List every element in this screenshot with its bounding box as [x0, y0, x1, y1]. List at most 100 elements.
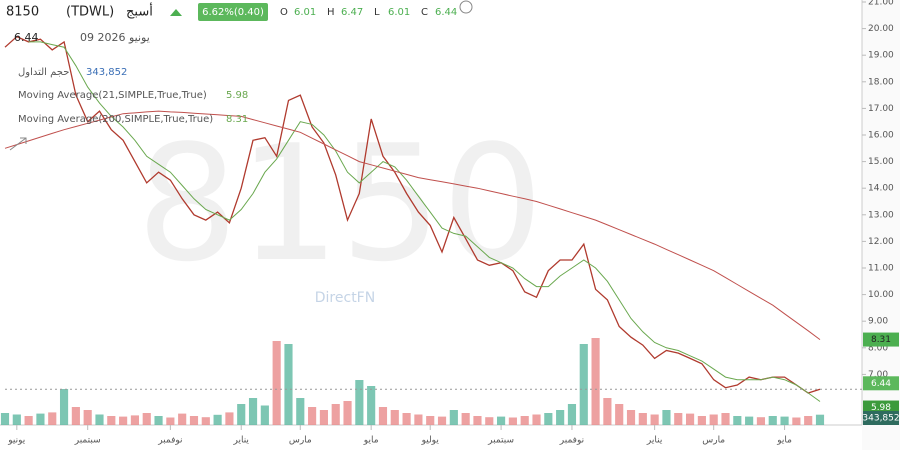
plot — [0, 35, 825, 425]
legend-label: Moving Average(200,SIMPLE,True,True) — [18, 114, 213, 125]
y-tick-label: 19.00 — [868, 51, 894, 61]
volume-bar — [792, 417, 801, 425]
volume-bar — [107, 416, 116, 425]
volume-bar — [237, 404, 246, 425]
ma200-value-box — [863, 332, 899, 347]
settings-icon[interactable] — [459, 0, 473, 14]
price-line — [4, 35, 821, 394]
volume-bar — [437, 416, 447, 425]
volume-bar — [36, 413, 45, 425]
volume-bar — [662, 410, 671, 425]
y-tick-label: 11.00 — [868, 264, 894, 274]
volume-bar — [461, 413, 470, 425]
volume-value-box — [863, 411, 899, 425]
volume-bar — [71, 407, 80, 425]
volume-bar — [48, 412, 57, 425]
y-tick-label: 12.00 — [868, 237, 894, 247]
date: 09 يونيو 2026 — [80, 31, 150, 44]
volume-value: 343,852 — [862, 414, 899, 424]
volume-bar — [485, 417, 494, 425]
y-tick-label: 10.00 — [868, 290, 894, 300]
volume-bar — [603, 398, 612, 425]
volume-bar — [95, 414, 104, 425]
volume-bar — [650, 414, 659, 425]
volume-bar — [567, 404, 577, 425]
price-value: 6.44 — [871, 379, 891, 389]
ohlc-value: 6.47 — [341, 7, 363, 18]
y-tick-label: 21.00 — [868, 0, 894, 8]
volume-bar — [154, 416, 163, 425]
ohlc-key: L — [374, 7, 380, 18]
x-tick-label: مايو — [776, 436, 792, 446]
volume-bar — [473, 416, 482, 425]
y-tick-label: 13.00 — [868, 210, 894, 220]
volume-bar — [508, 417, 517, 425]
volume-bar — [532, 414, 541, 425]
volume-last: 343,852 — [86, 67, 127, 78]
ma200-value: 8.31 — [871, 335, 891, 345]
moving-average — [4, 110, 821, 341]
y-tick-label: 8.00 — [868, 343, 888, 353]
volume-bar — [260, 405, 269, 425]
volume-bar — [308, 407, 317, 425]
y-tick-label: 7.00 — [868, 370, 888, 380]
volume-bar — [756, 417, 766, 425]
change-badge — [198, 3, 268, 21]
volume-bar — [697, 416, 706, 425]
y-tick-label: 17.00 — [868, 104, 894, 114]
volume-bar — [390, 410, 399, 425]
price-value-box — [863, 376, 899, 391]
volume-bar — [378, 407, 388, 425]
volume-bar — [414, 414, 423, 425]
volume-bar — [615, 404, 624, 425]
volume-bar — [804, 416, 813, 425]
last-price: 6.44 — [14, 31, 39, 44]
x-tick-label: نوفمبر — [559, 436, 584, 446]
y-tick-label: 18.00 — [868, 77, 894, 87]
volume-bar — [579, 344, 588, 425]
ma21-value: 5.98 — [871, 403, 891, 413]
volume-bar — [12, 414, 21, 425]
ohlc-key: C — [421, 7, 428, 18]
x-tick-label: مارس — [289, 436, 312, 446]
ohlc-key: H — [327, 7, 335, 18]
volume-bar — [780, 416, 789, 425]
x-tick-label: يناير — [646, 436, 663, 446]
volume-bar — [768, 416, 777, 425]
x-tick-label: سبتمبر — [74, 436, 101, 446]
ohlc-value: 6.01 — [294, 7, 316, 18]
volume-bar — [556, 410, 565, 425]
volume-bar — [189, 416, 199, 425]
price-axis-bg — [862, 0, 900, 450]
ohlc-value: 6.01 — [388, 7, 410, 18]
volume-bar — [59, 389, 69, 425]
volume-bar — [119, 416, 128, 425]
volume-bar — [178, 413, 187, 425]
volume-bar — [343, 401, 352, 425]
x-tick-label: يوليو — [421, 436, 440, 446]
moving-average — [28, 41, 821, 402]
volume-bar — [544, 413, 553, 425]
expand-icon[interactable] — [9, 137, 27, 151]
volume-bar — [213, 414, 222, 425]
company-name: أسبج — [126, 3, 153, 20]
volume-bar — [83, 410, 92, 425]
y-tick-label: 16.00 — [868, 131, 894, 141]
exchange: (TDWL) — [66, 5, 114, 20]
volume-bar — [272, 341, 281, 425]
y-tick-label: 20.00 — [868, 24, 894, 34]
y-tick-label: 14.00 — [868, 184, 894, 194]
symbol: 8150 — [6, 5, 39, 20]
volume-bar — [638, 413, 647, 425]
x-tick-label: مارس — [702, 436, 725, 446]
volume-bar — [709, 414, 718, 425]
volume-bar — [166, 417, 175, 425]
volume-bar — [721, 413, 730, 425]
volume-bar — [248, 398, 258, 425]
x-tick-label: يونيو — [7, 436, 26, 446]
volume-bar — [130, 415, 140, 425]
up-arrow — [170, 9, 182, 16]
change-label: 6.62%(0.40) — [202, 7, 264, 18]
ohlc-value: 6.44 — [435, 7, 457, 18]
y-tick-label: 9.00 — [868, 317, 888, 327]
